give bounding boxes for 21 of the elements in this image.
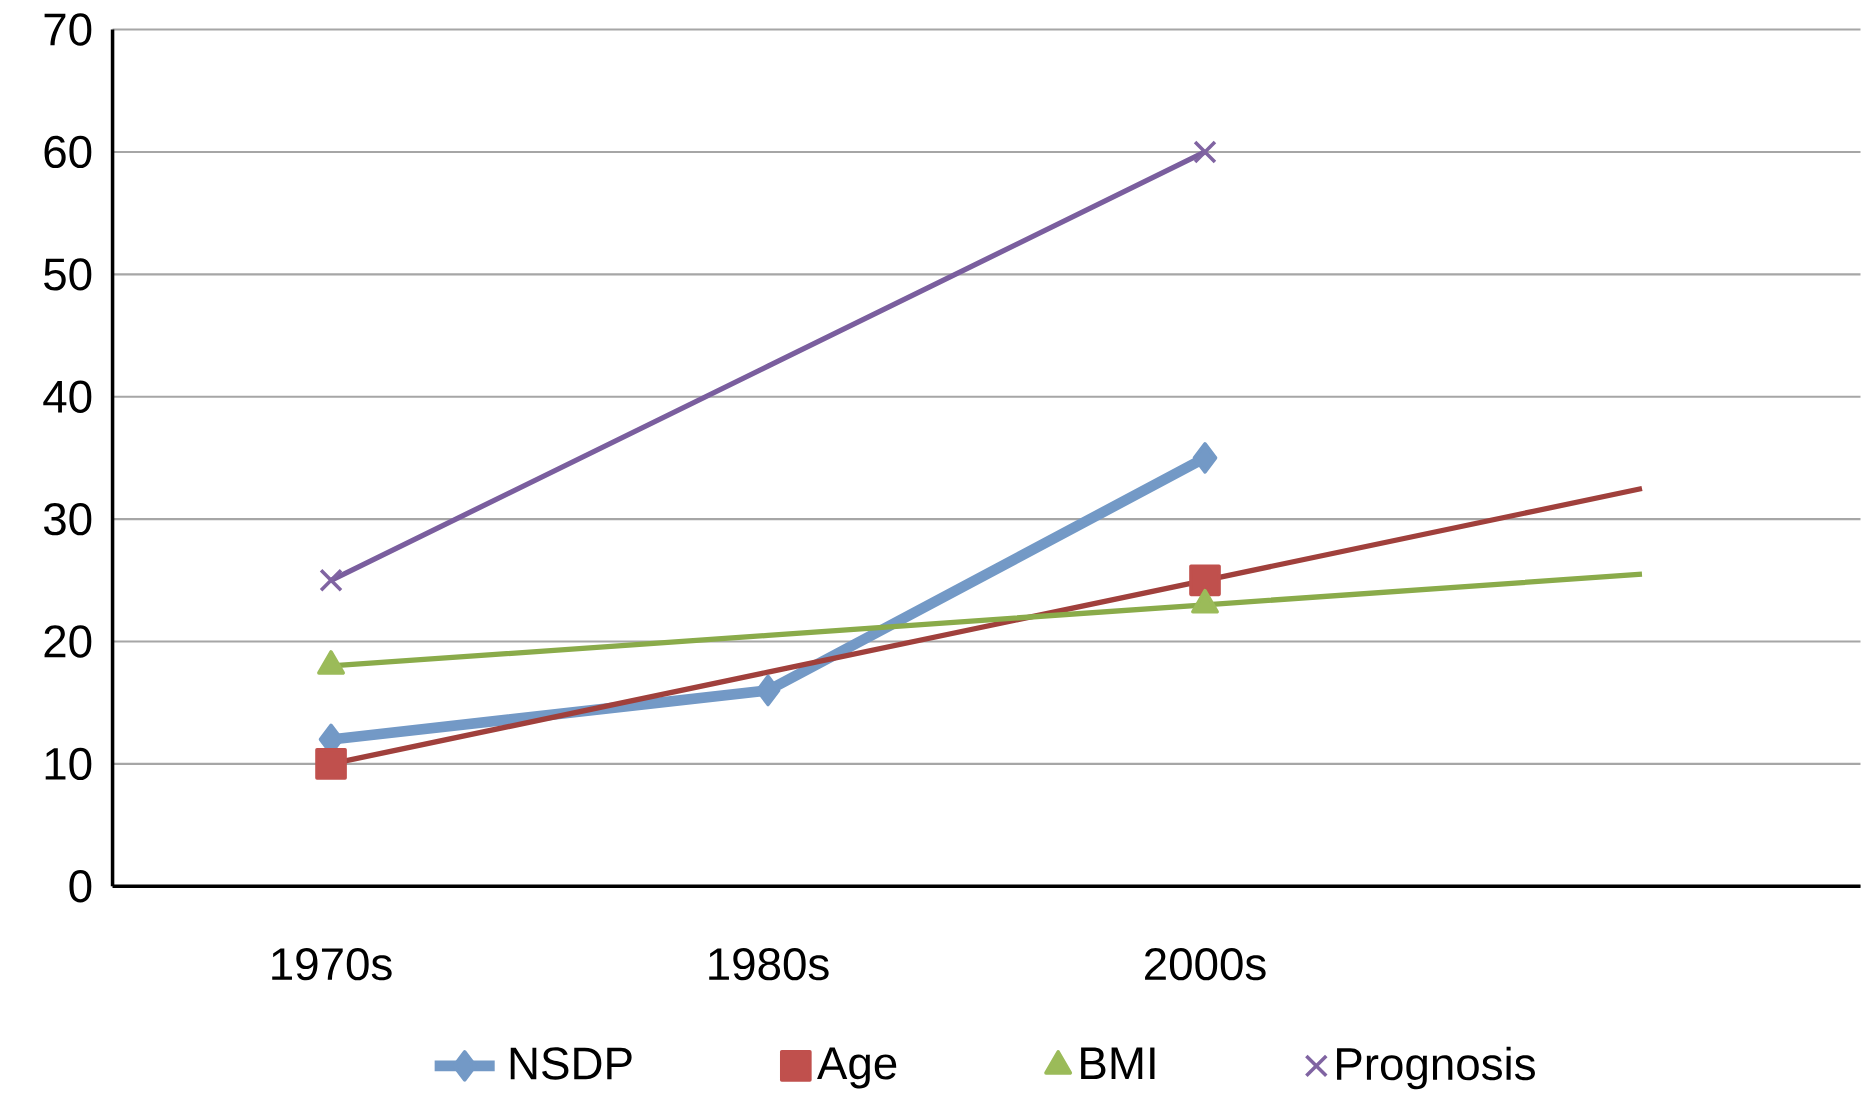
legend-label: BMI — [1081, 1047, 1155, 1079]
point — [319, 568, 343, 592]
x-tick-label: 1970s — [272, 947, 392, 981]
y-tick-label: 60 — [44, 135, 92, 168]
y-tick-label: 10 — [45, 747, 92, 780]
y-tick-label: 40 — [43, 380, 92, 413]
legend-label: Prognosis — [1337, 1046, 1535, 1090]
point — [1189, 564, 1221, 596]
legend-label: NSDP — [510, 1047, 632, 1080]
point — [315, 747, 347, 780]
point — [1192, 441, 1218, 474]
legend-label: Age — [817, 1047, 897, 1089]
y-tick-label: 30 — [44, 502, 92, 536]
y-tick-label: 20 — [44, 625, 92, 658]
y-tick-label: 50 — [44, 257, 92, 291]
y-tick-label: 0 — [69, 869, 92, 903]
x-tick-label: 2000s — [1145, 947, 1266, 981]
x-tick-label: 1980s — [709, 947, 829, 981]
y-tick-label: 70 — [44, 13, 92, 46]
point — [1193, 140, 1217, 164]
point — [755, 674, 781, 707]
